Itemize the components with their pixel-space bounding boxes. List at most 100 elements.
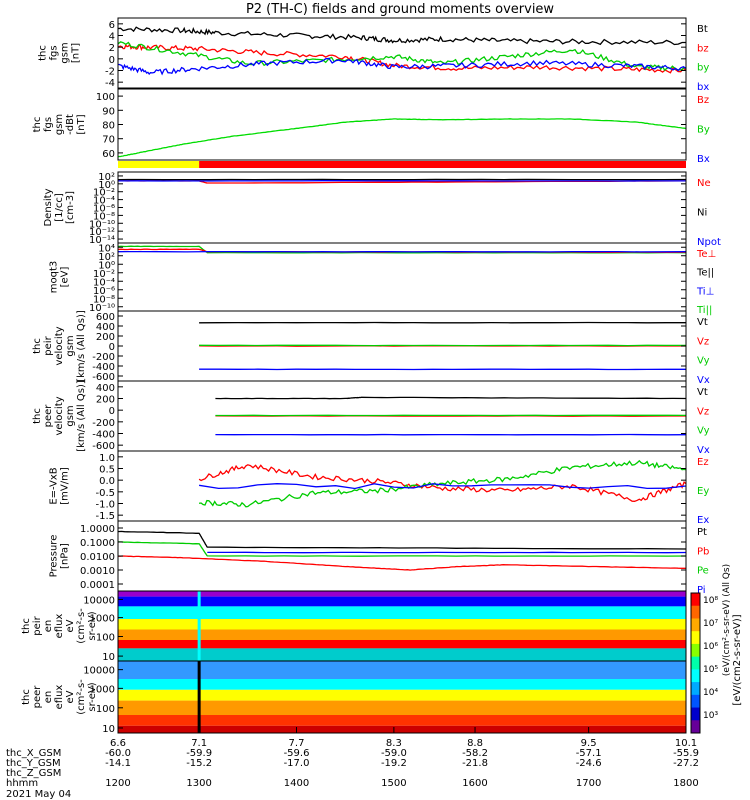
ylabel-line: [nT]	[71, 43, 82, 63]
spectrogram-band	[118, 700, 686, 715]
legend-Bt: Bt	[697, 24, 708, 35]
ytick-label: 0.0	[99, 476, 115, 487]
series-Pb	[117, 555, 686, 571]
spectrogram-band	[118, 629, 686, 640]
ylabel-line: [eV]	[60, 267, 71, 288]
ephem-hhmm: 1800	[673, 778, 698, 789]
ytick-label: -600	[92, 372, 115, 383]
ylabel-line: thc	[32, 117, 43, 133]
ytick-label: 200	[96, 395, 115, 406]
legend-by: by	[697, 63, 709, 74]
ytick-label: 100	[96, 92, 115, 103]
colorbar-cell	[691, 669, 700, 683]
ytick-label: -4	[105, 78, 115, 89]
spectrogram-band	[118, 619, 686, 630]
panel-frame	[117, 17, 687, 89]
legend-bz: bz	[697, 43, 709, 54]
ytick-label: -400	[92, 362, 115, 373]
colorbar-cell	[691, 631, 700, 645]
spectrogram-band	[118, 689, 686, 701]
ylabel-line: moqt3	[49, 261, 60, 294]
ytick-label: 400	[96, 383, 115, 394]
ylabel-line: fgs	[43, 117, 54, 132]
ytick-label: 80	[102, 121, 115, 132]
series-Pe	[118, 541, 687, 557]
ylabel-line: thc	[32, 338, 43, 354]
legend-Vt: Vt	[697, 387, 708, 398]
spectrogram-band	[118, 715, 686, 726]
ylabel-line: thc	[21, 618, 32, 634]
colorbar-cell	[691, 720, 700, 734]
colorbar-tick: 10³	[703, 711, 718, 721]
ytick-label: -200	[92, 418, 115, 429]
series-Pt	[117, 530, 687, 550]
spectrogram-band	[118, 648, 686, 661]
ephem-label: thc_Z_GSM	[6, 768, 61, 779]
ylabel-line: -dBt	[65, 114, 76, 135]
ytick-label: 200	[96, 332, 115, 343]
ytick-label: 600	[96, 312, 115, 323]
ephem-label: thc_X_GSM	[6, 748, 61, 759]
xtick-label: 7.7	[289, 738, 305, 749]
ylabel-line: E=-VxB	[49, 467, 60, 504]
legend-Vt: Vt	[697, 317, 708, 328]
series-|B|	[117, 118, 687, 158]
ylabel-line: thc	[21, 689, 32, 705]
legend-Ti||: Ti||	[696, 305, 712, 316]
ytick-label: 0.0001	[80, 580, 115, 591]
ylabel-line: eflux	[54, 614, 65, 639]
ytick-label: 10⁻¹²	[89, 227, 115, 238]
ylabel-line: peir	[43, 335, 54, 355]
spectrogram-band	[118, 596, 686, 607]
xtick-label: 8.8	[467, 738, 483, 749]
ephem-hhmm: 1700	[576, 778, 601, 789]
ytick-label: 10⁰	[98, 260, 115, 271]
ephem-label: thc_Y_GSM	[6, 758, 61, 769]
ylabel-line: peir	[32, 615, 43, 635]
legend-bx: bx	[697, 82, 709, 93]
ephem-hhmm: 1600	[462, 778, 487, 789]
series-bx	[118, 57, 687, 76]
ytick-label: 10⁻²	[93, 269, 115, 280]
colorbar-tick: 10⁴	[703, 688, 718, 698]
ytick-label: 1.0	[99, 453, 115, 464]
colorbar-cell	[691, 707, 700, 721]
series-Ti||	[117, 245, 687, 254]
ylabel-line: [mV/m]	[60, 467, 71, 505]
panel-pressure: 1.0000 0.1000 0.0100 0.0010 0.0001 Pressure [n…	[49, 520, 709, 596]
colorbar-cell	[691, 656, 700, 670]
ytick-label: 100	[96, 633, 115, 644]
colorbar-tick: 10⁷	[703, 619, 718, 629]
ephem-label: hhmm	[6, 778, 38, 789]
ytick-label: 70	[102, 135, 115, 146]
ylabel-line: [1/cc]	[54, 193, 65, 222]
ytick-label: 2	[109, 43, 115, 54]
panel-frame	[117, 660, 687, 734]
ytick-label: 10⁰	[98, 180, 115, 191]
ephem-y: -24.6	[576, 758, 602, 769]
ytick-label: 0.0100	[80, 552, 115, 563]
xtick-label: 6.6	[110, 738, 126, 749]
ytick-label: 400	[96, 322, 115, 333]
ylabel-line: Density	[43, 188, 54, 226]
legend-Te⊥: Te⊥	[696, 249, 716, 260]
ephem-y: -19.2	[381, 758, 407, 769]
legend-By: By	[697, 125, 710, 136]
colorbar-frame	[690, 592, 701, 734]
colorbar-tick: 10⁵	[703, 665, 718, 675]
ylabel-line: velocity	[54, 326, 65, 365]
legend-Ex: Ex	[697, 515, 709, 526]
colorbar-cell	[691, 593, 700, 607]
ytick-label: 10⁻⁶	[93, 286, 115, 297]
colorbar-label-2: (eV/(cm²-s-sr-eV) (All Qs)	[722, 564, 732, 676]
panel-fgs_gsm_dBt: 100 90 80 70 60 thc fgs gsm -dBt [nT] Bz By Bx	[32, 88, 710, 165]
ylabel-line: en	[43, 691, 54, 704]
legend-Npot: Npot	[697, 237, 721, 248]
series-Vt	[215, 396, 687, 400]
ylabel-line: [km/s (All Qs)]	[76, 380, 87, 452]
ytick-label: 10⁻¹⁰	[89, 219, 115, 230]
